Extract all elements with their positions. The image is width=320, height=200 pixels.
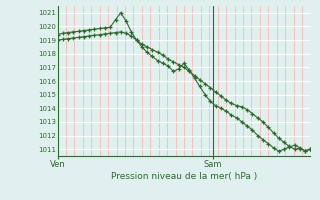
- X-axis label: Pression niveau de la mer( hPa ): Pression niveau de la mer( hPa ): [111, 172, 257, 181]
